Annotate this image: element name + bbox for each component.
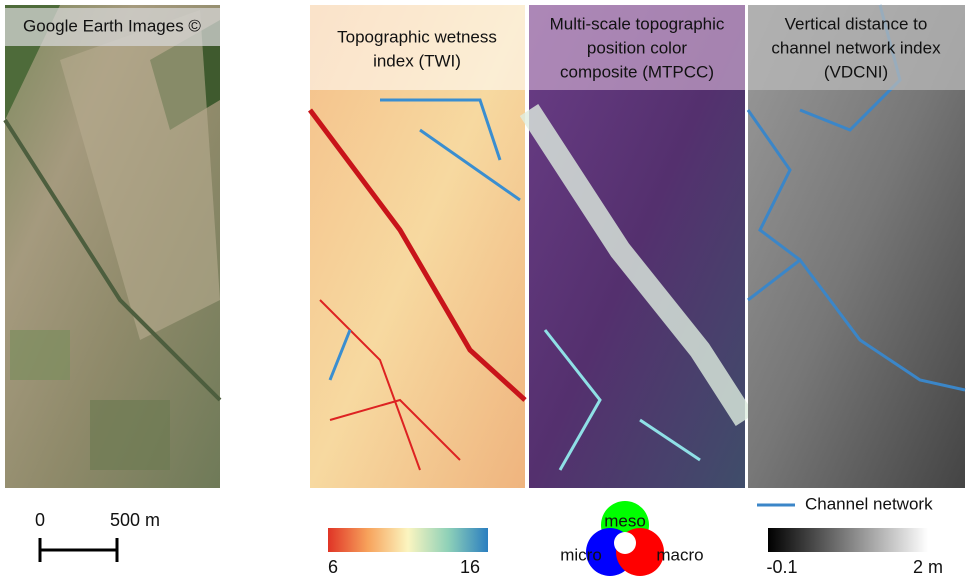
macro-label: macro [656,545,703,564]
twi-max: 16 [460,557,480,577]
twi-colorbar: 6 16 [328,528,488,577]
scale-end: 500 m [110,510,160,530]
channel-legend: Channel network [757,494,933,513]
scale-bar: 0 500 m [35,510,160,562]
panel-label: position color [587,38,688,57]
micro-label: micro [560,545,602,564]
panel-label: Vertical distance to [785,14,928,33]
scale-start: 0 [35,510,45,530]
mtpcc-panel: Multi-scale topographic position color com… [519,5,755,488]
panel-label: (VDCNI) [824,62,888,81]
rgb-legend: meso micro macro [560,501,704,576]
satellite-panel: Google Earth Images © [3,5,222,488]
vdcni-panel: Vertical distance to channel network inde… [746,4,966,488]
twi-panel: Topographic wetness index (TWI) [308,5,527,488]
panel-label: Topographic wetness [337,27,497,46]
panel-label: channel network index [771,38,941,57]
panel-label: composite (MTPCC) [560,62,714,81]
twi-min: 6 [328,557,338,577]
panel-label: index (TWI) [373,51,461,70]
panel-label: Google Earth Images © [23,16,201,35]
vdcni-colorbar: -0.1 2 m [766,528,943,577]
panel-label: Multi-scale topographic [550,14,725,33]
channel-label: Channel network [805,494,933,513]
meso-label: meso [604,511,646,530]
vdcni-min: -0.1 [766,557,797,577]
vdcni-max: 2 m [913,557,943,577]
